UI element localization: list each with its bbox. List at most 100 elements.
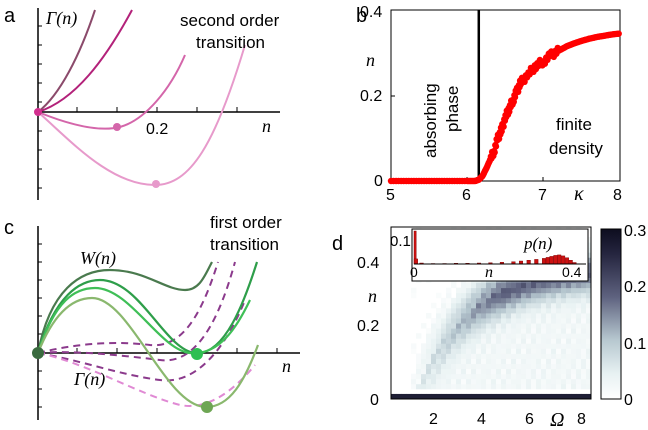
panel-d-heatmap-cell: [426, 368, 432, 375]
panel-d-heatmap-cell: [556, 368, 562, 375]
panel-d-heatmap-cell: [571, 318, 577, 324]
panel-d-heatmap-cell: [561, 383, 567, 390]
panel-d-heatmap-cell: [511, 302, 517, 309]
panel-d-heatmap-cell: [561, 338, 567, 344]
panel-d-heatmap-cell: [506, 378, 512, 385]
panel-d-heatmap-cell: [536, 287, 542, 294]
panel-d-heatmap-cell: [521, 348, 527, 354]
panel-d-heatmap-cell: [456, 393, 462, 400]
panel-a-curve-2: [37, 9, 133, 113]
panel-b-ticks: [391, 95, 544, 181]
panel-d-heatmap-cell: [476, 292, 482, 299]
panel-d-heatmap-cell: [481, 287, 487, 294]
panel-d-heatmap-cell: [566, 307, 572, 314]
panel-d-heatmap-cell: [491, 292, 497, 299]
panel-d-heatmap-cell: [581, 378, 587, 385]
panel-d-inset-bar: [534, 259, 539, 265]
panel-c-y-ticks: [38, 243, 42, 408]
panel-a-y-ticks: [38, 25, 42, 189]
panel-d-heatmap-cell: [576, 313, 582, 319]
panel-d-heatmap-cell: [521, 383, 527, 390]
panel-d-heatmap-cell: [571, 368, 577, 375]
panel-d-heatmap-cell: [486, 307, 492, 314]
panel-d-heatmap-cell: [526, 348, 532, 354]
panel-d-heatmap-cell: [431, 373, 437, 380]
panel-d-heatmap-cell: [516, 338, 522, 344]
panel-d-heatmap-cell: [506, 328, 512, 334]
panel-d-heatmap-cell: [431, 363, 437, 370]
panel-d-heatmap-cell: [586, 343, 592, 349]
panel-d-heatmap-cell: [586, 242, 592, 248]
panel-d-heatmap-cell: [481, 353, 487, 359]
panel-d-heatmap-cell: [561, 297, 567, 304]
panel-d-heatmap-cell: [526, 323, 532, 329]
panel-d-heatmap-cell: [431, 353, 437, 359]
panel-b-xtick-1: 6: [462, 187, 471, 204]
panel-d-heatmap-cell: [486, 333, 492, 339]
panel-d-heatmap-cell: [521, 368, 527, 375]
panel-d-heatmap-cell: [436, 313, 442, 319]
panel-d-heatmap-cell: [561, 287, 567, 294]
panel-d-heatmap-cell: [506, 363, 512, 370]
panel-d-heatmap-cell: [556, 292, 562, 299]
panel-d-heatmap-cell: [576, 323, 582, 329]
panel-d-heatmap-cell: [506, 358, 512, 364]
panel-d-heatmap-cell: [546, 313, 552, 319]
panel-d-heatmap-cell: [461, 383, 467, 390]
panel-d-heatmap-cell: [516, 383, 522, 390]
panel-d-heatmap-cell: [546, 287, 552, 294]
panel-d-heatmap-cell: [501, 358, 507, 364]
panel-d-heatmap-cell: [586, 383, 592, 390]
panel-d-heatmap-cell: [501, 343, 507, 349]
panel-d-heatmap-cell: [551, 343, 557, 349]
panel-d-heatmap-cell: [521, 343, 527, 349]
panel-d-heatmap-cell: [456, 378, 462, 385]
panel-d-heatmap-cell: [521, 328, 527, 334]
panel-d-heatmap-cell: [396, 393, 402, 400]
panel-d-heatmap-cell: [481, 323, 487, 329]
panel-d-heatmap-cell: [576, 353, 582, 359]
panel-d-heatmap-cell: [481, 368, 487, 375]
panel-d-heatmap: [391, 227, 592, 400]
panel-d-heatmap-cell: [486, 297, 492, 304]
panel-d-frame: [390, 226, 592, 400]
panel-d-heatmap-cell: [451, 297, 457, 304]
panel-d-heatmap-cell: [511, 353, 517, 359]
panel-d-heatmap-cell: [451, 307, 457, 314]
panel-d-heatmap-cell: [511, 287, 517, 294]
panel-d-heatmap-cell: [506, 307, 512, 314]
panel-b: b 5 6 7 8 0 0.2 0.4 n κ absorbing phase …: [356, 4, 622, 205]
panel-d-heatmap-cell: [506, 343, 512, 349]
panel-d-inset-xtick-1: 0.4: [562, 264, 582, 280]
panel-d-heatmap-cell: [546, 292, 552, 299]
panel-d-heatmap-cell: [486, 287, 492, 294]
panel-d-heatmap-cell: [506, 302, 512, 309]
panel-d-heatmap-cell: [541, 383, 547, 390]
panel-d-heatmap-cell: [486, 353, 492, 359]
panel-d-heatmap-cell: [576, 383, 582, 390]
panel-d-heatmap-cell: [551, 307, 557, 314]
panel-b-ytick-2: 0.4: [360, 4, 382, 21]
panel-d-heatmap-cell: [456, 318, 462, 324]
panel-d-heatmap-cell: [571, 378, 577, 385]
panel-d-heatmap-cell: [566, 318, 572, 324]
panel-d-heatmap-cell: [451, 378, 457, 385]
panel-d-heatmap-cell: [536, 328, 542, 334]
panel-d-heatmap-cell: [541, 368, 547, 375]
panel-d-heatmap-cell: [526, 333, 532, 339]
panel-d-heatmap-cell: [571, 292, 577, 299]
panel-d-heatmap-cell: [526, 287, 532, 294]
panel-d-heatmap-cell: [536, 363, 542, 370]
panel-d-heatmap-cell: [501, 353, 507, 359]
panel-d-heatmap-cell: [496, 287, 502, 294]
panel-d-heatmap-cell: [501, 368, 507, 375]
panel-d-heatmap-cell: [476, 287, 482, 294]
panel-a-xlabel: n: [262, 116, 271, 136]
panel-d-heatmap-cell: [586, 272, 592, 278]
panel-d-heatmap-cell: [536, 313, 542, 319]
panel-d-heatmap-cell: [431, 343, 437, 349]
panel-d-inset-xlabel: n: [485, 264, 493, 281]
panel-d-heatmap-cell: [471, 333, 477, 339]
panel-d-heatmap-cell: [496, 302, 502, 309]
panel-d-heatmap-cell: [501, 378, 507, 385]
